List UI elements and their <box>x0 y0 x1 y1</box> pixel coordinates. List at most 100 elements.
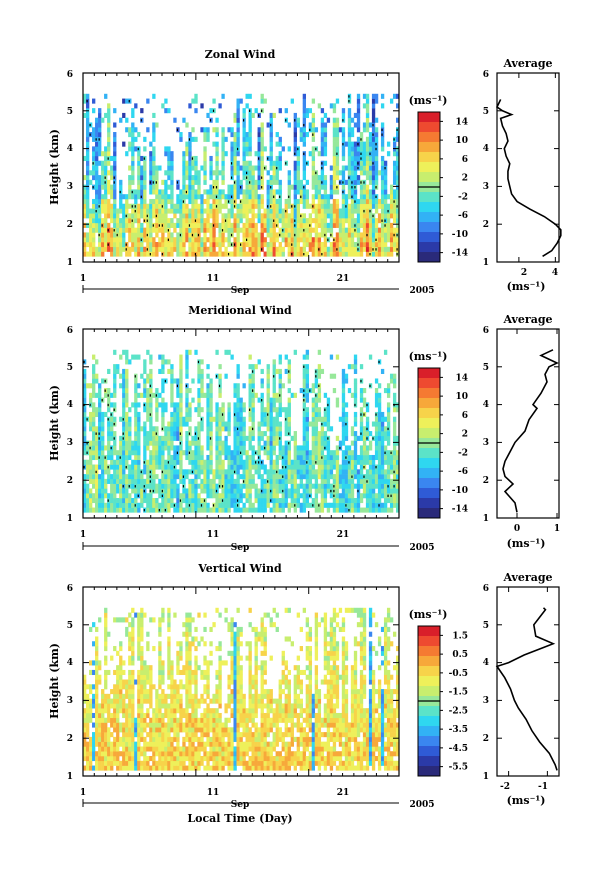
heatmap-cell <box>104 488 108 494</box>
heatmap-cell <box>227 218 231 224</box>
heatmap-cell <box>380 222 385 228</box>
heatmap-cell <box>260 464 264 470</box>
heatmap-cell <box>92 151 96 157</box>
heatmap-cell <box>383 435 388 441</box>
heatmap-cell <box>125 493 129 499</box>
heatmap-cell <box>344 493 349 499</box>
heatmap-cell <box>218 237 222 243</box>
heatmap-cell <box>125 397 129 403</box>
heatmap-cell <box>185 122 189 128</box>
heatmap-cell <box>269 411 273 418</box>
heatmap-cell <box>380 160 385 166</box>
data-flag-mark <box>261 176 263 179</box>
heatmap-cell <box>251 179 255 185</box>
heatmap-cell <box>98 213 102 219</box>
heatmap-cell <box>242 208 246 214</box>
heatmap-cell <box>371 127 376 133</box>
heatmap-cell <box>368 165 373 171</box>
heatmap-cell <box>200 483 204 489</box>
data-flag-mark <box>188 504 191 507</box>
heatmap-cell <box>191 194 195 200</box>
heatmap-cell <box>374 179 379 185</box>
heatmap-cell <box>101 497 105 504</box>
heatmap-cell <box>233 497 237 504</box>
heatmap-cell <box>305 241 310 248</box>
heatmap-cell <box>374 440 379 446</box>
data-flag-mark <box>119 456 121 459</box>
heatmap-cell <box>260 127 264 133</box>
heatmap-cell <box>176 416 180 422</box>
heatmap-cell <box>341 203 346 209</box>
heatmap-cell <box>335 354 340 360</box>
heatmap-cell <box>374 208 379 214</box>
heatmap-cell <box>251 445 255 451</box>
heatmap-cell <box>365 222 370 228</box>
heatmap-cell <box>374 117 379 123</box>
heatmap-cell <box>191 198 195 205</box>
data-flag-mark <box>140 238 142 242</box>
heatmap-cell <box>206 483 210 489</box>
heatmap-cell <box>194 349 198 355</box>
heatmap-cell <box>218 392 222 398</box>
heatmap-cell <box>362 189 367 195</box>
heatmap-cell <box>191 222 195 228</box>
heatmap-cell <box>314 175 319 181</box>
heatmap-cell <box>302 368 307 374</box>
heatmap-cell <box>131 478 135 484</box>
data-flag-mark <box>152 224 154 227</box>
heatmap-cell <box>353 474 358 480</box>
heatmap-cell <box>143 189 147 195</box>
heatmap-cell <box>167 359 171 365</box>
heatmap-cell <box>146 127 150 133</box>
heatmap-cell <box>365 184 370 190</box>
heatmap-cell <box>383 213 388 219</box>
heatmap-cell <box>113 459 117 465</box>
avg-y-tick-label: 6 <box>483 70 489 80</box>
heatmap-cell <box>335 474 340 480</box>
heatmap-cell <box>305 222 310 228</box>
heatmap-cell <box>200 368 204 374</box>
heatmap-cell <box>209 246 213 252</box>
heatmap-cell <box>173 459 177 465</box>
heatmap-cell <box>95 127 99 133</box>
heatmap-cell <box>266 122 270 128</box>
data-flag-mark <box>255 451 257 455</box>
heatmap-cell <box>122 112 126 118</box>
heatmap-cell <box>125 459 129 465</box>
heatmap-cell <box>89 469 93 475</box>
heatmap-cell <box>200 388 204 394</box>
heatmap-cell <box>212 493 216 499</box>
heatmap-cell <box>287 146 291 152</box>
heatmap-cell <box>368 237 373 243</box>
heatmap-cell <box>302 421 307 427</box>
heatmap-cell <box>374 497 379 504</box>
heatmap-cell <box>101 502 105 508</box>
heatmap-cell <box>140 493 144 499</box>
heatmap-cell <box>293 459 297 465</box>
heatmap-cell <box>197 440 201 446</box>
heatmap-cell <box>176 208 180 214</box>
heatmap-cell <box>263 213 267 219</box>
meridional-heatmap-cells <box>82 328 400 519</box>
heatmap-cell <box>269 132 273 138</box>
heatmap-cell <box>122 397 126 403</box>
heatmap-cell <box>275 407 279 413</box>
heatmap-cell <box>107 127 111 133</box>
data-flag-mark <box>200 418 203 421</box>
heatmap-cell <box>347 208 352 214</box>
heatmap-cell <box>236 478 240 484</box>
heatmap-cell <box>278 388 282 394</box>
heatmap-cell <box>377 213 382 219</box>
heatmap-cell <box>317 464 322 470</box>
heatmap-cell <box>371 488 376 494</box>
heatmap-cell <box>146 431 150 437</box>
colorbar-swatch <box>418 122 440 133</box>
heatmap-cell <box>104 218 108 224</box>
heatmap-cell <box>299 469 303 475</box>
data-flag-mark <box>255 461 257 464</box>
heatmap-cell <box>242 493 246 499</box>
heatmap-cell <box>239 411 243 418</box>
heatmap-cell <box>350 189 355 195</box>
heatmap-cell <box>83 237 87 243</box>
heatmap-cell <box>128 127 132 133</box>
